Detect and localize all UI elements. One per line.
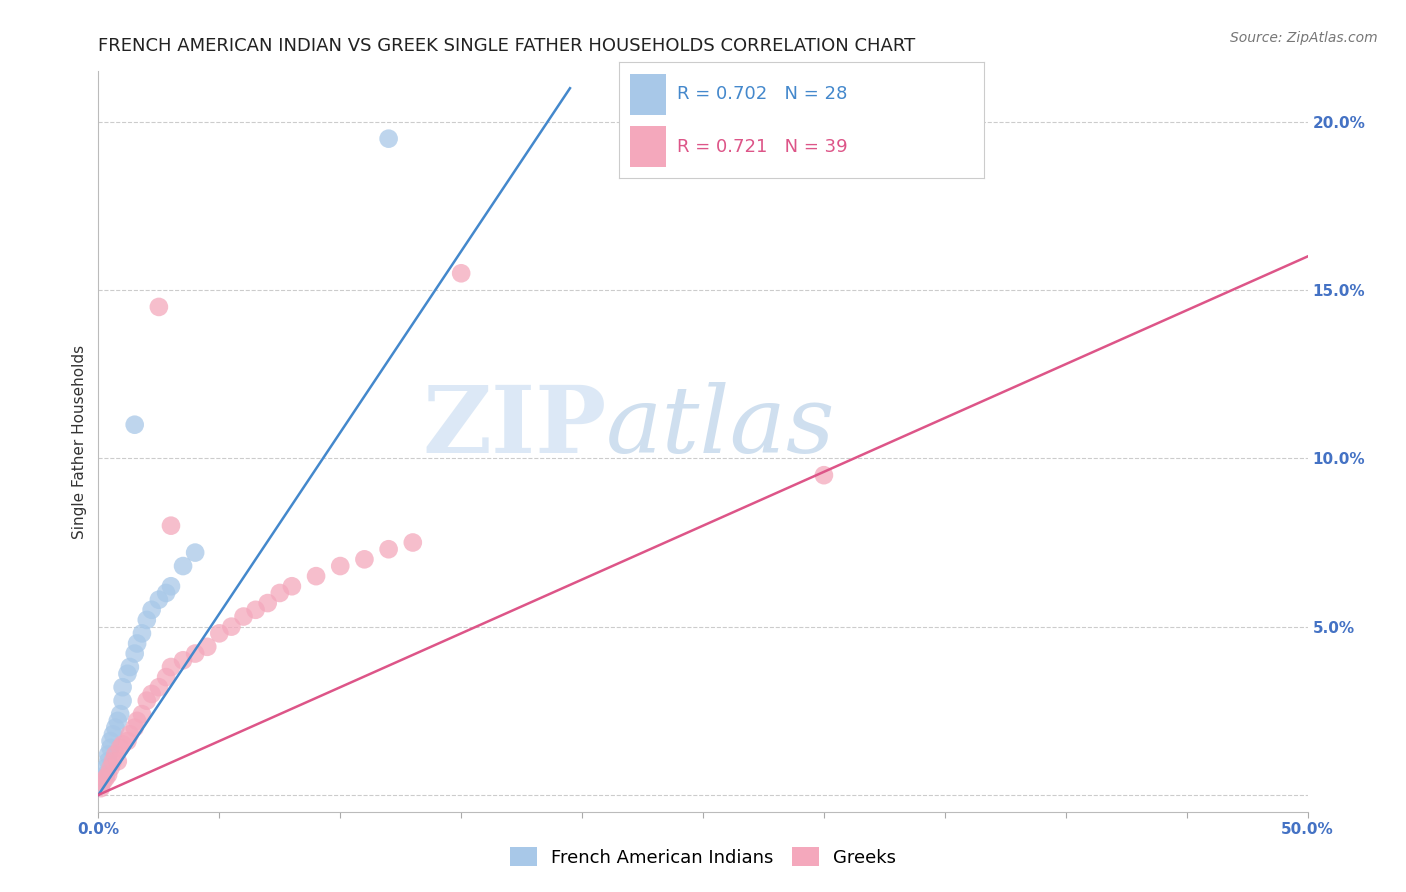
Point bbox=[155, 586, 177, 600]
Point bbox=[305, 569, 328, 583]
Point bbox=[107, 754, 129, 768]
Point bbox=[124, 721, 146, 735]
Bar bbox=[630, 126, 666, 167]
Point bbox=[160, 660, 183, 674]
Point bbox=[108, 740, 131, 755]
Point bbox=[124, 417, 146, 432]
Text: atlas: atlas bbox=[606, 382, 835, 472]
Point bbox=[127, 636, 149, 650]
Point bbox=[97, 767, 120, 781]
Point bbox=[221, 619, 243, 633]
Point bbox=[135, 613, 157, 627]
Point bbox=[101, 727, 124, 741]
Point bbox=[172, 559, 194, 574]
Point bbox=[118, 660, 141, 674]
Point bbox=[101, 754, 124, 768]
Text: ZIP: ZIP bbox=[422, 382, 606, 472]
Text: Source: ZipAtlas.com: Source: ZipAtlas.com bbox=[1230, 31, 1378, 45]
Point bbox=[141, 603, 163, 617]
Point bbox=[108, 707, 131, 722]
Point bbox=[111, 694, 134, 708]
Point bbox=[118, 727, 141, 741]
Point bbox=[148, 592, 170, 607]
Point bbox=[377, 131, 399, 145]
Point bbox=[90, 781, 112, 796]
Point bbox=[148, 300, 170, 314]
Point bbox=[377, 542, 399, 557]
Point bbox=[111, 680, 134, 694]
Point bbox=[256, 596, 278, 610]
Point bbox=[269, 586, 291, 600]
Point bbox=[117, 666, 139, 681]
Point bbox=[131, 707, 153, 722]
Point bbox=[100, 734, 122, 748]
Point bbox=[353, 552, 375, 566]
Point bbox=[97, 747, 120, 762]
Point bbox=[195, 640, 218, 654]
Point bbox=[131, 626, 153, 640]
Y-axis label: Single Father Households: Single Father Households bbox=[72, 344, 87, 539]
Point bbox=[100, 761, 122, 775]
Point bbox=[94, 771, 117, 785]
Point bbox=[450, 266, 472, 280]
Point bbox=[97, 754, 120, 768]
Point bbox=[107, 714, 129, 728]
Point bbox=[104, 747, 127, 762]
Point bbox=[232, 609, 254, 624]
Point bbox=[148, 680, 170, 694]
Point bbox=[94, 767, 117, 781]
Point bbox=[117, 734, 139, 748]
Text: R = 0.721   N = 39: R = 0.721 N = 39 bbox=[678, 137, 848, 155]
Point bbox=[100, 740, 122, 755]
Point bbox=[141, 687, 163, 701]
Point bbox=[329, 559, 352, 574]
Text: R = 0.702   N = 28: R = 0.702 N = 28 bbox=[678, 86, 848, 103]
Point bbox=[160, 579, 183, 593]
Point bbox=[111, 738, 134, 752]
Point bbox=[402, 535, 425, 549]
Point bbox=[91, 771, 114, 785]
Point bbox=[172, 653, 194, 667]
Point bbox=[155, 670, 177, 684]
Point bbox=[135, 694, 157, 708]
Point bbox=[813, 468, 835, 483]
Point bbox=[90, 778, 112, 792]
Point bbox=[94, 761, 117, 775]
Point bbox=[281, 579, 304, 593]
Point bbox=[184, 647, 207, 661]
Point bbox=[124, 647, 146, 661]
Point bbox=[127, 714, 149, 728]
Bar bbox=[630, 74, 666, 114]
Point bbox=[208, 626, 231, 640]
Point bbox=[104, 721, 127, 735]
Point bbox=[91, 774, 114, 789]
Point bbox=[245, 603, 267, 617]
Point bbox=[184, 546, 207, 560]
Point bbox=[160, 518, 183, 533]
Legend: French American Indians, Greeks: French American Indians, Greeks bbox=[502, 840, 904, 874]
Text: FRENCH AMERICAN INDIAN VS GREEK SINGLE FATHER HOUSEHOLDS CORRELATION CHART: FRENCH AMERICAN INDIAN VS GREEK SINGLE F… bbox=[98, 37, 915, 54]
